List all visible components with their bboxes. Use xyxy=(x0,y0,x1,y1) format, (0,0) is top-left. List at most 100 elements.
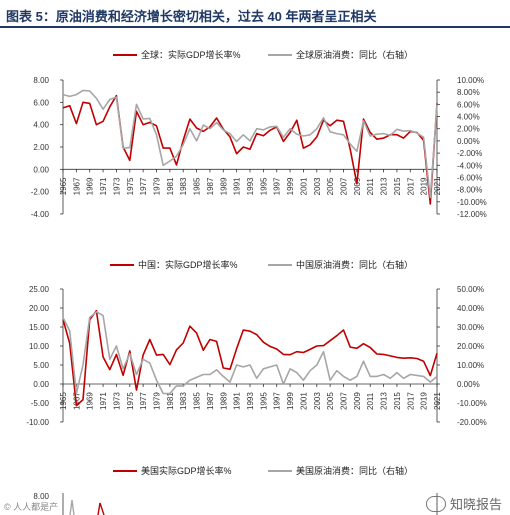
right-tick-label: 10.00% xyxy=(457,361,484,370)
x-tick-label: 2003 xyxy=(313,392,322,410)
x-tick-label: 1991 xyxy=(233,392,242,410)
left-tick-label: 0.00 xyxy=(33,380,49,389)
left-tick-label: 4.00 xyxy=(33,121,49,130)
left-tick-label: 0.00 xyxy=(33,165,49,174)
x-tick-label: 2019 xyxy=(420,392,429,410)
gdp-growth-line xyxy=(97,502,105,515)
x-tick-label: 2005 xyxy=(326,177,335,195)
right-tick-label: -10.00% xyxy=(457,198,487,207)
gdp-growth-line xyxy=(62,309,438,407)
x-tick-label: 2013 xyxy=(380,177,389,195)
x-tick-label: 1997 xyxy=(273,392,282,410)
x-tick-label: 1969 xyxy=(86,392,95,410)
x-tick-label: 1999 xyxy=(286,177,295,195)
x-tick-label: 2009 xyxy=(353,392,362,410)
left-tick-label: -10.00 xyxy=(26,418,49,427)
x-tick-label: 1977 xyxy=(139,177,148,195)
x-tick-label: 2007 xyxy=(340,392,349,410)
right-tick-label: -20.00% xyxy=(457,418,487,427)
right-tick-label: -12.00% xyxy=(457,210,487,219)
x-tick-label: 1991 xyxy=(233,177,242,195)
x-tick-label: 1989 xyxy=(219,177,228,195)
left-tick-label: 8.00 xyxy=(33,492,49,501)
x-tick-label: 2001 xyxy=(299,177,308,195)
legend-label: 中国：实际GDP增长率% xyxy=(138,259,238,270)
x-tick-label: 1973 xyxy=(112,177,121,195)
x-tick-label: 1973 xyxy=(112,392,121,410)
watermark: 知晓报告 xyxy=(425,494,502,513)
x-tick-label: 1995 xyxy=(259,392,268,410)
watermark-left: © 人人都是产 xyxy=(4,502,59,512)
x-tick-label: 2011 xyxy=(366,178,375,196)
x-tick-label: 1969 xyxy=(86,177,95,195)
left-tick-label: 5.00 xyxy=(33,361,49,370)
legend-label: 美国实际GDP增长率% xyxy=(141,465,232,476)
x-tick-label: 1971 xyxy=(99,392,108,410)
right-tick-label: -8.00% xyxy=(457,186,482,195)
x-tick-label: 1981 xyxy=(166,177,175,195)
x-tick-label: 1983 xyxy=(179,177,188,195)
gdp-growth-line xyxy=(62,94,438,205)
x-tick-label: 2011 xyxy=(366,392,375,410)
left-tick-label: 25.00 xyxy=(29,285,50,294)
left-tick-label: 8.00 xyxy=(33,76,49,85)
x-tick-label: 1975 xyxy=(126,177,135,195)
x-tick-label: 1995 xyxy=(259,177,268,195)
x-tick-label: 2019 xyxy=(420,177,429,195)
x-tick-label: 2013 xyxy=(380,392,389,410)
x-tick-label: 1999 xyxy=(286,392,295,410)
right-tick-label: -10.00% xyxy=(457,399,487,408)
right-tick-label: 0.00% xyxy=(457,137,480,146)
right-tick-label: -2.00% xyxy=(457,149,482,158)
x-tick-label: 1993 xyxy=(246,392,255,410)
oil-consumption-line xyxy=(62,89,438,199)
left-tick-label: -4.00 xyxy=(31,210,50,219)
left-tick-label: 15.00 xyxy=(29,323,50,332)
legend-label: 中国原油消费：同比（右轴） xyxy=(296,259,413,270)
x-tick-label: 1967 xyxy=(72,177,81,195)
x-tick-label: 2005 xyxy=(326,392,335,410)
x-tick-label: 1971 xyxy=(99,177,108,195)
x-tick-label: 2021 xyxy=(433,392,442,410)
x-tick-label: 1987 xyxy=(206,392,215,410)
x-tick-label: 2015 xyxy=(393,392,402,410)
x-tick-label: 1965 xyxy=(59,392,68,410)
watermark-text: 知晓报告 xyxy=(449,497,502,512)
x-tick-label: 2001 xyxy=(299,392,308,410)
x-tick-label: 1981 xyxy=(166,392,175,410)
right-tick-label: -4.00% xyxy=(457,161,482,170)
oil-consumption-line xyxy=(69,499,75,515)
legend-label: 美国原油消费：同比（右轴） xyxy=(296,465,413,476)
right-tick-label: 0.00% xyxy=(457,380,480,389)
left-tick-label: 6.00 xyxy=(33,98,49,107)
x-tick-label: 1965 xyxy=(59,177,68,195)
right-tick-label: 50.00% xyxy=(457,285,484,294)
right-tick-label: 30.00% xyxy=(457,323,484,332)
left-tick-label: -5.00 xyxy=(31,399,50,408)
x-tick-label: 1983 xyxy=(179,392,188,410)
x-tick-label: 1975 xyxy=(126,392,135,410)
legend-label: 全球原油消费：同比（右轴） xyxy=(296,49,413,60)
x-tick-label: 1979 xyxy=(153,392,162,410)
legend-label: 全球：实际GDP增长率% xyxy=(141,49,241,60)
x-tick-label: 2007 xyxy=(340,177,349,195)
x-tick-label: 1985 xyxy=(193,392,202,410)
right-tick-label: 8.00% xyxy=(457,88,480,97)
x-tick-label: 1989 xyxy=(219,392,228,410)
x-tick-label: 1979 xyxy=(153,177,162,195)
x-tick-label: 1985 xyxy=(193,177,202,195)
x-tick-label: 2017 xyxy=(406,392,415,410)
right-tick-label: 2.00% xyxy=(457,125,480,134)
right-tick-label: 4.00% xyxy=(457,113,480,122)
x-tick-label: 2003 xyxy=(313,177,322,195)
x-tick-label: 2015 xyxy=(393,177,402,195)
x-tick-label: 2009 xyxy=(353,177,362,195)
figure-title: 图表 5：原油消费和经济增长密切相关，过去 40 年两者呈正相关 xyxy=(6,9,377,24)
oil-consumption-line xyxy=(62,311,438,395)
x-tick-label: 1977 xyxy=(139,392,148,410)
title-rule xyxy=(0,26,510,28)
left-tick-label: 20.00 xyxy=(29,304,50,313)
left-tick-label: 2.00 xyxy=(33,143,49,152)
right-tick-label: 6.00% xyxy=(457,100,480,109)
